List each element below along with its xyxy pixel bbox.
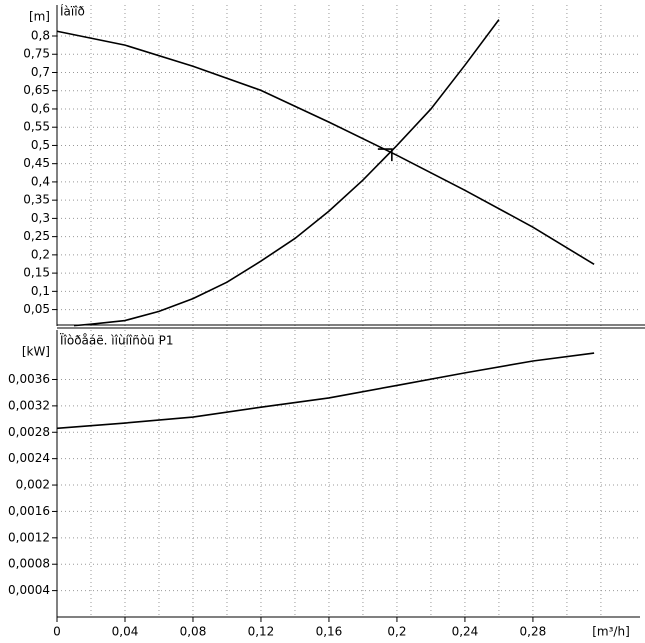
y-tick-label: 0,55 xyxy=(23,120,50,134)
y-tick-label: 0,0036 xyxy=(8,372,50,386)
y-tick-label: 0,0012 xyxy=(8,530,50,544)
x-tick-label: 0,08 xyxy=(180,625,207,639)
y-tick-label: 0,0024 xyxy=(8,451,50,465)
y-tick-label: 0,0028 xyxy=(8,425,50,439)
x-tick-label: 0,12 xyxy=(248,625,275,639)
y-tick-label: 0,5 xyxy=(31,138,50,152)
x-tick-label: 0,2 xyxy=(387,625,406,639)
y-tick-label: 0,0008 xyxy=(8,557,50,571)
panel-title: Íàïîð xyxy=(60,4,85,19)
y-tick-label: 0,2 xyxy=(31,247,50,261)
y-tick-label: 0,3 xyxy=(31,211,50,225)
y-tick-label: 0,65 xyxy=(23,83,50,97)
x-tick-label: 0,28 xyxy=(520,625,547,639)
y-tick-label: 0,25 xyxy=(23,229,50,243)
y-tick-label: 0,1 xyxy=(31,284,50,298)
y-tick-label: 0,7 xyxy=(31,65,50,79)
x-axis-label: [m³/h] xyxy=(592,625,630,639)
y-tick-label: 0,15 xyxy=(23,266,50,280)
y-tick-label: 0,4 xyxy=(31,174,50,188)
x-tick-label: 0,04 xyxy=(112,625,139,639)
y-tick-label: 0,75 xyxy=(23,47,50,61)
panel-title: Ïîòðåáë. ìîùíîñòü P1 xyxy=(60,333,173,348)
y-tick-label: 0,45 xyxy=(23,156,50,170)
y-tick-label: 0,05 xyxy=(23,302,50,316)
y-tick-label: 0,8 xyxy=(31,29,50,43)
y-tick-label: 0,0016 xyxy=(8,504,50,518)
y-tick-label: 0,0004 xyxy=(8,583,50,597)
y-tick-label: 0,6 xyxy=(31,101,50,115)
y-tick-label: 0,002 xyxy=(16,478,50,492)
operating-point xyxy=(377,148,393,162)
x-tick-label: 0,24 xyxy=(452,625,479,639)
curve xyxy=(56,30,595,266)
curve xyxy=(56,352,595,430)
y-tick-label: 0,0032 xyxy=(8,398,50,412)
y-axis-label: [kW] xyxy=(22,345,50,359)
y-tick-label: 0,35 xyxy=(23,193,50,207)
y-axis-label: [m] xyxy=(29,10,50,24)
curve xyxy=(73,19,500,327)
x-tick-label: 0 xyxy=(53,625,61,639)
x-tick-label: 0,16 xyxy=(316,625,343,639)
